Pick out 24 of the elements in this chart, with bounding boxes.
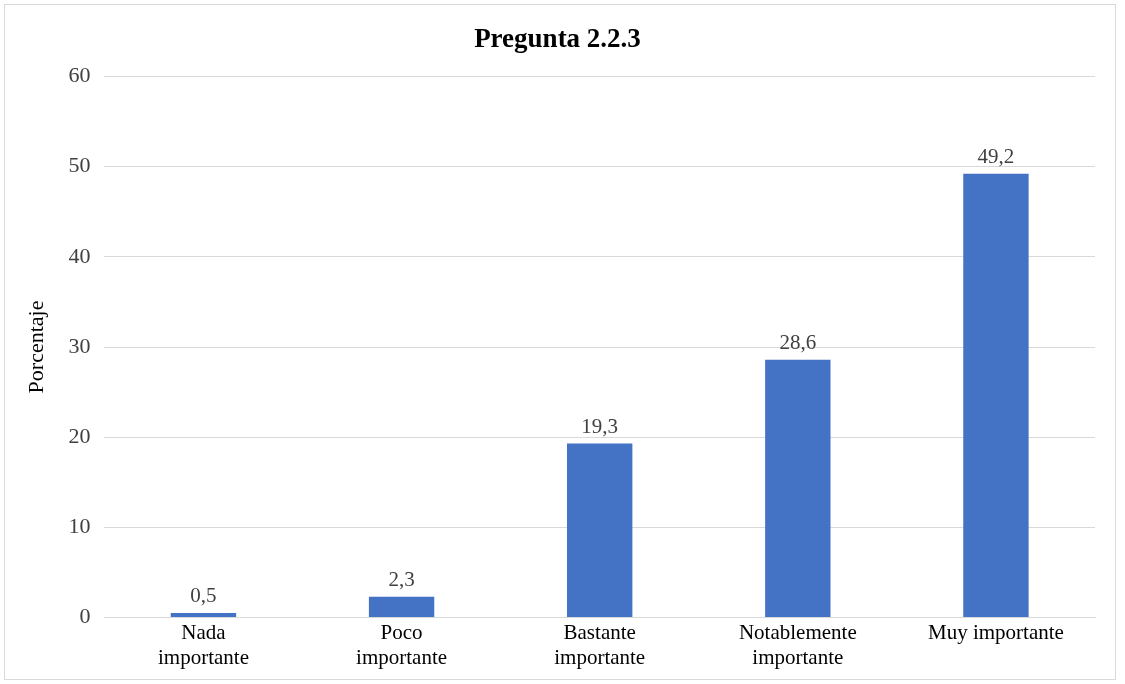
x-tick-label: Muy importante xyxy=(927,619,1064,644)
chart-title: Pregunta 2.2.3 xyxy=(474,23,641,54)
y-axis-title: Porcentaje xyxy=(22,300,48,394)
y-tick-label: 50 xyxy=(68,152,91,178)
y-tick-label: 0 xyxy=(79,603,91,629)
bar xyxy=(765,359,831,618)
bar xyxy=(368,596,435,618)
y-tick-label: 20 xyxy=(68,422,91,448)
x-tick-label: Bastante importante xyxy=(554,619,646,669)
bar xyxy=(170,613,237,618)
bar xyxy=(567,443,633,618)
data-label: 0,5 xyxy=(190,583,217,608)
x-tick-label: Poco importante xyxy=(356,619,448,669)
data-label: 2,3 xyxy=(388,566,415,591)
x-tick-label: Notablemente importante xyxy=(738,619,857,669)
data-label: 49,2 xyxy=(977,143,1015,168)
data-label: 28,6 xyxy=(779,329,817,354)
y-tick-label: 10 xyxy=(68,513,91,539)
y-tick-label: 30 xyxy=(68,332,91,358)
y-tick-label: 40 xyxy=(68,242,91,268)
bar xyxy=(963,173,1029,618)
y-tick-label: 60 xyxy=(68,62,91,88)
x-tick-label: Nada importante xyxy=(157,619,249,669)
data-label: 19,3 xyxy=(581,413,619,438)
